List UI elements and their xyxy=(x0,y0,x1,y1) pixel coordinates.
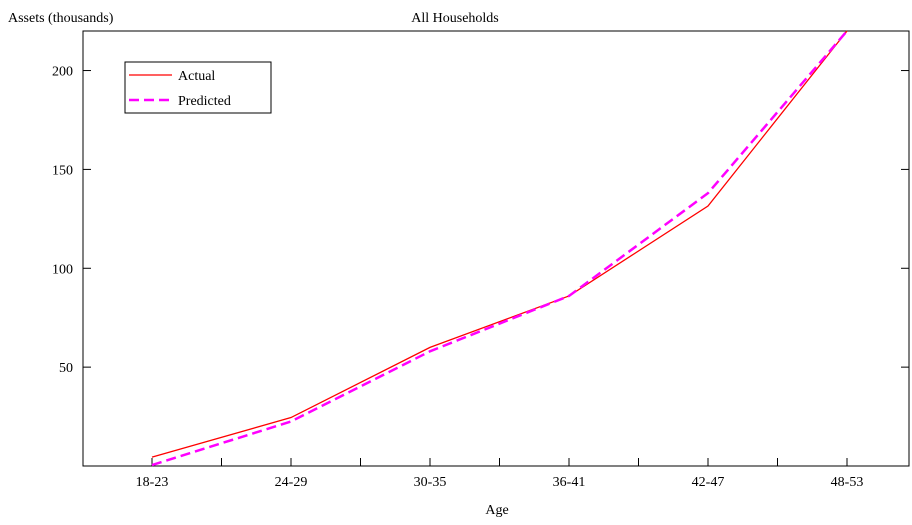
y-tick-label: 100 xyxy=(52,262,73,277)
x-tick-label: 42-47 xyxy=(692,475,725,490)
y-axis-label: Assets (thousands) xyxy=(8,11,114,26)
x-axis-label: Age xyxy=(485,503,508,518)
y-axis-ticks: 50 100 150 200 xyxy=(52,65,909,376)
legend-label-predicted: Predicted xyxy=(178,94,231,109)
x-tick-label: 30-35 xyxy=(414,475,447,490)
legend: Actual Predicted xyxy=(124,61,272,114)
legend-box xyxy=(124,61,272,114)
x-axis-ticks: 18-23 24-29 30-35 36-41 42-47 48-53 xyxy=(136,458,864,490)
x-tick-label: 36-41 xyxy=(553,475,586,490)
y-tick-label: 200 xyxy=(52,65,73,80)
plot-area-frame xyxy=(82,30,910,467)
x-tick-label: 24-29 xyxy=(275,475,308,490)
series-line-predicted xyxy=(151,30,848,467)
x-tick-label: 48-53 xyxy=(831,475,864,490)
series-line-actual xyxy=(151,30,848,458)
series-lines xyxy=(151,30,848,467)
chart-title: All Households xyxy=(411,11,499,26)
legend-label-actual: Actual xyxy=(178,69,215,84)
y-tick-label: 50 xyxy=(59,361,73,376)
y-tick-label: 150 xyxy=(52,163,73,178)
x-tick-label: 18-23 xyxy=(136,475,169,490)
